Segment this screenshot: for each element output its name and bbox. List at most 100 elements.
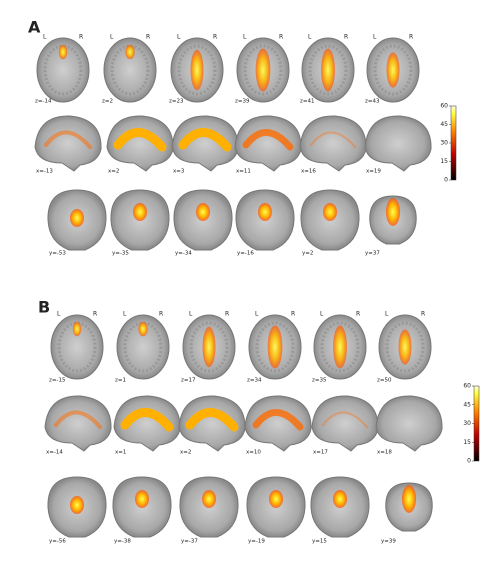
coronal-slice	[235, 189, 295, 251]
activation	[252, 409, 304, 431]
slice-label: z=-15	[49, 378, 66, 384]
activation	[242, 129, 294, 151]
right-label: R	[213, 34, 217, 41]
sagittal-slice	[311, 395, 379, 452]
right-label: R	[159, 311, 163, 318]
slice-label: y=-37	[181, 539, 198, 545]
colorbar-tick-label: 15	[440, 158, 448, 165]
sagittal-slice	[34, 115, 102, 172]
slice-label: z=43	[365, 99, 380, 105]
right-label: R	[279, 34, 283, 41]
left-label: L	[385, 311, 389, 318]
coronal-slice	[47, 476, 107, 538]
brain-inner	[243, 44, 283, 96]
coronal-slice	[110, 189, 170, 251]
axial-slice	[103, 37, 157, 103]
activation	[43, 130, 93, 150]
slice-label: y=-56	[49, 539, 66, 545]
slice-label: x=-13	[36, 169, 53, 175]
slice-label: y=2	[302, 251, 313, 257]
slice-label: z=17	[181, 378, 196, 384]
activation	[321, 411, 369, 429]
brain-inner	[308, 44, 348, 96]
sagittal-slice	[171, 115, 239, 172]
activation	[120, 408, 174, 432]
slice-label: x=19	[366, 169, 381, 175]
colorbar-tick-label: 60	[463, 383, 471, 390]
activation	[125, 44, 135, 60]
axial-slice	[248, 314, 302, 380]
activation	[196, 203, 210, 221]
brain-inner	[320, 321, 360, 373]
slice-label: x=1	[115, 450, 126, 456]
left-label: L	[243, 34, 247, 41]
slice-label: y=39	[381, 539, 396, 545]
coronal-slice	[300, 189, 360, 251]
left-label: L	[189, 311, 193, 318]
sagittal-slice	[375, 395, 443, 452]
sagittal-slice	[44, 395, 112, 452]
sagittal-slice	[244, 395, 312, 452]
slice-label: y=-38	[114, 539, 131, 545]
slice-label: z=1	[115, 378, 126, 384]
slice-label: x=11	[236, 169, 251, 175]
sagittal-slice	[364, 115, 432, 172]
coronal-slice	[310, 476, 370, 538]
left-label: L	[110, 34, 114, 41]
coronal-slice	[47, 189, 107, 251]
slice-label: z=34	[247, 378, 262, 384]
sagittal-slice	[106, 115, 174, 172]
brain-inner	[110, 44, 150, 96]
brain-outline	[244, 395, 312, 452]
activation	[402, 485, 416, 513]
brain-outline	[311, 395, 379, 452]
right-label: R	[409, 34, 413, 41]
axial-slice	[313, 314, 367, 380]
brain-inner	[373, 44, 413, 96]
slice-label: z=2	[102, 99, 113, 105]
activation	[70, 496, 84, 514]
coronal-slice	[246, 476, 306, 538]
left-label: L	[320, 311, 324, 318]
slice-label: y=-35	[112, 251, 129, 257]
right-label: R	[79, 34, 83, 41]
left-label: L	[123, 311, 127, 318]
activation	[258, 203, 272, 221]
activation	[135, 490, 149, 508]
axial-slice	[378, 314, 432, 380]
activation	[178, 128, 232, 152]
brain-inner	[177, 44, 217, 96]
axial-slice	[50, 314, 104, 380]
brain-outline	[375, 395, 443, 452]
slice-label: z=-14	[35, 99, 52, 105]
activation	[72, 321, 82, 337]
brain-inner	[189, 321, 229, 373]
brain-inner	[123, 321, 163, 373]
colorbar-tick-label: 60	[440, 103, 448, 110]
colorbar-tick-label: 0	[444, 177, 448, 184]
coronal-slice	[385, 482, 433, 532]
slice-label: z=50	[377, 378, 392, 384]
activation	[333, 325, 347, 369]
activation	[269, 490, 283, 508]
activation	[321, 48, 335, 92]
colorbar-tick-label: 15	[463, 439, 471, 446]
right-label: R	[93, 311, 97, 318]
activation	[185, 408, 239, 432]
left-label: L	[57, 311, 61, 318]
axial-slice	[170, 37, 224, 103]
slice-label: x=-14	[46, 450, 63, 456]
slice-label: x=3	[173, 169, 185, 175]
activation	[386, 52, 400, 88]
axial-slice	[182, 314, 236, 380]
colorbar-tick-label: 0	[467, 458, 471, 465]
brain-inner	[385, 321, 425, 373]
axial-slice	[116, 314, 170, 380]
slice-label: x=10	[246, 450, 261, 456]
axial-slice	[36, 37, 90, 103]
sagittal-slice	[299, 115, 367, 172]
activation	[133, 203, 147, 221]
activation	[58, 44, 68, 60]
right-label: R	[291, 311, 295, 318]
